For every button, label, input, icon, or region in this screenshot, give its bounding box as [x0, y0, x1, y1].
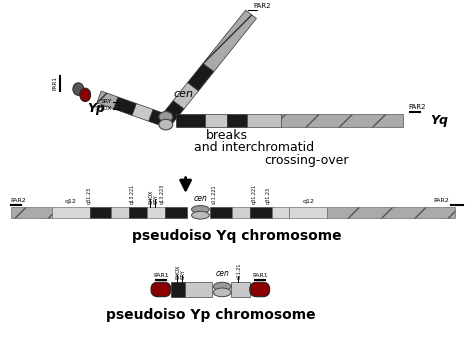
- Bar: [227, 114, 247, 127]
- FancyBboxPatch shape: [151, 282, 171, 297]
- Text: s11.221: s11.221: [212, 185, 217, 204]
- Bar: [205, 114, 227, 127]
- Text: crossing-over: crossing-over: [264, 154, 349, 167]
- Text: PAR1: PAR1: [52, 76, 57, 90]
- Text: SHOX: SHOX: [95, 106, 112, 111]
- Text: PAR2: PAR2: [11, 198, 27, 203]
- Polygon shape: [173, 83, 199, 109]
- Bar: [272, 207, 290, 217]
- Bar: [282, 114, 403, 127]
- Text: and interchromatid: and interchromatid: [193, 141, 314, 154]
- Text: PAR1: PAR1: [153, 273, 169, 279]
- Text: breaks: breaks: [205, 128, 247, 142]
- Text: PAR2: PAR2: [408, 104, 426, 110]
- Ellipse shape: [213, 282, 231, 291]
- Text: PAR2: PAR2: [434, 198, 449, 203]
- Text: pseudoiso Yp chromosome: pseudoiso Yp chromosome: [106, 308, 315, 322]
- Ellipse shape: [159, 119, 173, 130]
- Ellipse shape: [191, 211, 210, 219]
- Bar: [184, 282, 212, 297]
- Bar: [52, 207, 90, 217]
- Bar: [129, 207, 147, 217]
- Bar: [327, 207, 456, 217]
- Bar: [250, 207, 272, 217]
- Bar: [247, 114, 282, 127]
- Text: PAR1: PAR1: [252, 273, 267, 279]
- Text: SHOX: SHOX: [148, 190, 154, 204]
- Text: pseudoiso Yq chromosome: pseudoiso Yq chromosome: [132, 229, 342, 243]
- Polygon shape: [97, 91, 118, 109]
- Polygon shape: [188, 63, 214, 91]
- Bar: [90, 207, 111, 217]
- Polygon shape: [149, 109, 168, 127]
- Text: s11.21: s11.21: [237, 263, 241, 279]
- Polygon shape: [113, 97, 137, 115]
- Bar: [171, 282, 184, 297]
- Ellipse shape: [159, 112, 173, 122]
- Text: q12: q12: [302, 199, 314, 204]
- Text: SRY: SRY: [154, 194, 158, 204]
- Text: SRY: SRY: [180, 269, 185, 279]
- Polygon shape: [203, 10, 256, 72]
- Text: q31.23: q31.23: [266, 187, 271, 204]
- Text: Yq: Yq: [431, 114, 449, 127]
- Text: cen: cen: [215, 269, 229, 279]
- Ellipse shape: [80, 88, 91, 102]
- Text: SRY: SRY: [100, 100, 112, 104]
- Text: q12: q12: [65, 199, 77, 204]
- Text: q13.221: q13.221: [130, 184, 135, 204]
- Bar: [290, 207, 327, 217]
- Bar: [147, 207, 165, 217]
- Text: q13.223: q13.223: [159, 184, 164, 204]
- Bar: [165, 207, 187, 217]
- Polygon shape: [160, 101, 184, 125]
- Ellipse shape: [213, 288, 231, 297]
- Text: SHOX: SHOX: [175, 265, 180, 279]
- Text: cen: cen: [193, 194, 207, 203]
- Bar: [11, 207, 52, 217]
- Text: q31.221: q31.221: [251, 184, 256, 204]
- Bar: [231, 282, 250, 297]
- Bar: [176, 114, 205, 127]
- Bar: [111, 207, 129, 217]
- Text: cen: cen: [174, 89, 194, 100]
- FancyBboxPatch shape: [250, 282, 270, 297]
- Ellipse shape: [191, 205, 210, 213]
- Bar: [232, 207, 250, 217]
- Polygon shape: [132, 103, 153, 121]
- Ellipse shape: [73, 83, 84, 95]
- Text: Yp: Yp: [87, 102, 105, 115]
- Text: q31.23: q31.23: [87, 187, 92, 204]
- Bar: [210, 207, 232, 217]
- Text: PAR2: PAR2: [253, 2, 271, 8]
